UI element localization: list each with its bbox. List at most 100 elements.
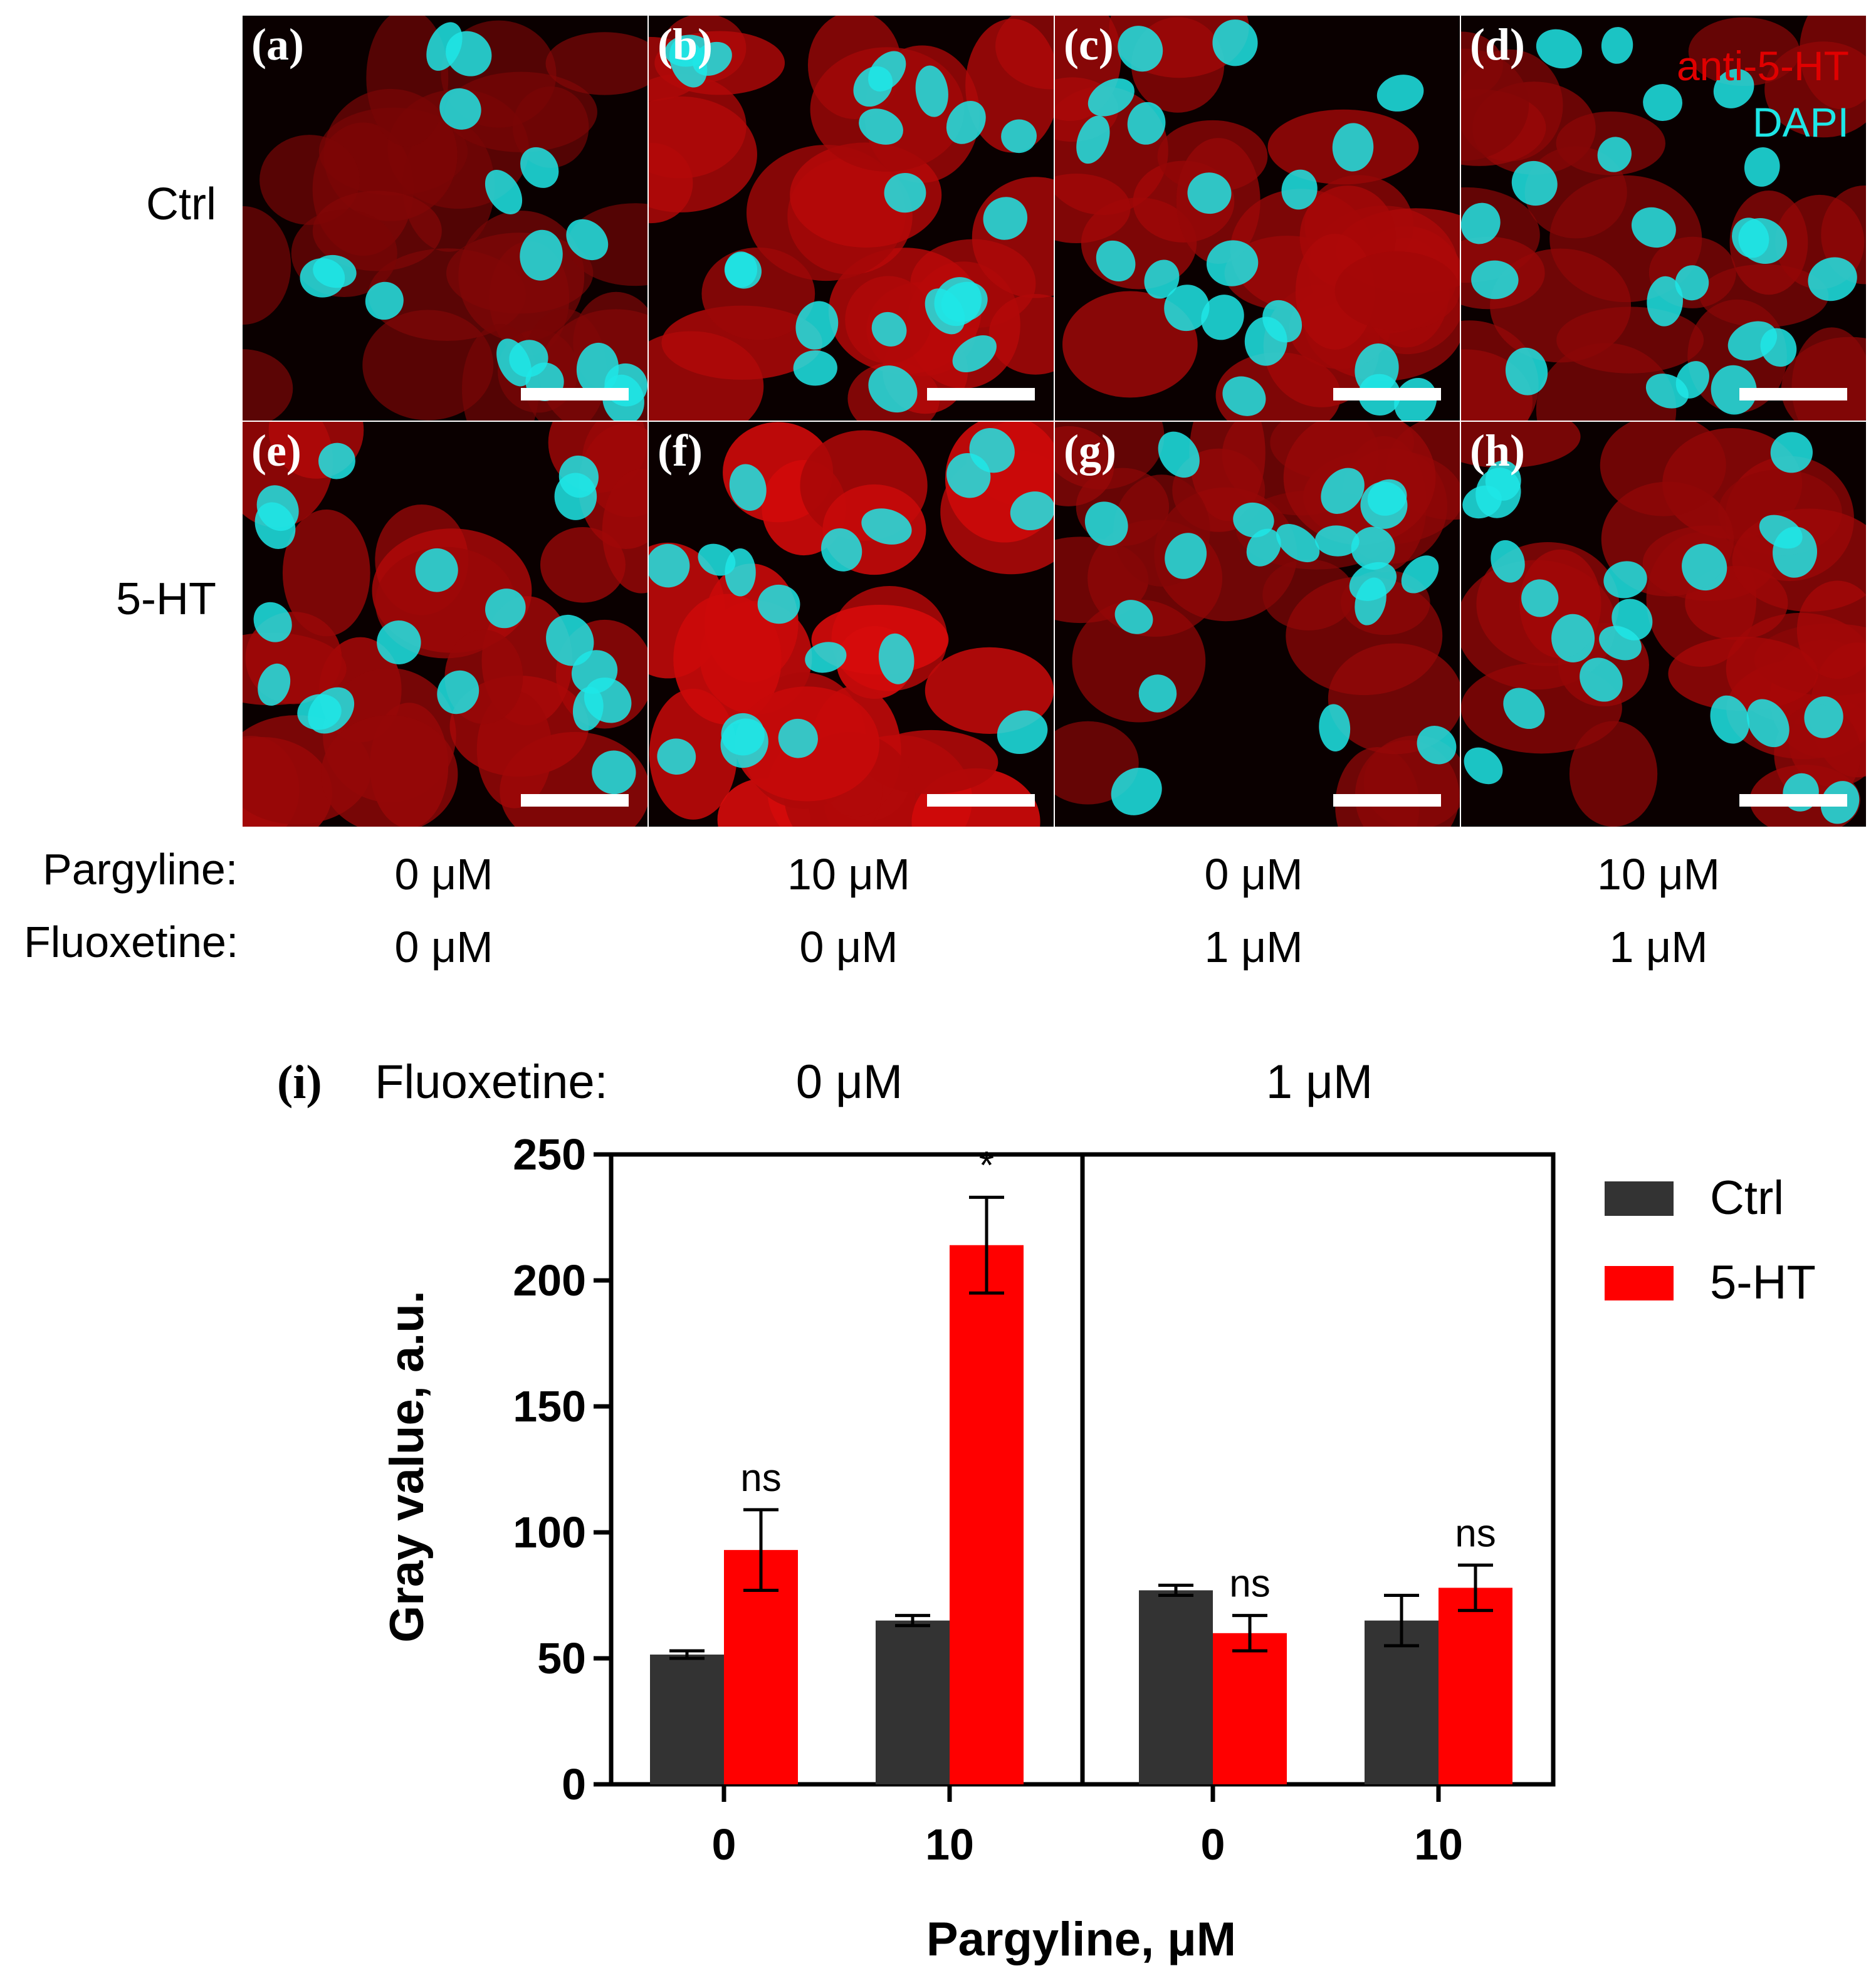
nucleus bbox=[1212, 19, 1258, 66]
bar-ctrl bbox=[1139, 1590, 1213, 1784]
nucleus bbox=[1087, 78, 1135, 117]
nucleus bbox=[1580, 657, 1623, 702]
nucleus bbox=[437, 670, 480, 714]
scale-bar bbox=[521, 388, 629, 400]
legend-swatch bbox=[1605, 1181, 1674, 1216]
nucleus bbox=[1351, 526, 1395, 570]
x-axis-title: Pargyline, μM bbox=[926, 1913, 1236, 1966]
micrograph-image bbox=[649, 422, 1054, 827]
nucleus bbox=[1746, 699, 1790, 748]
nucleus bbox=[485, 169, 523, 214]
legend-swatch bbox=[1605, 1266, 1674, 1300]
pargyline-value-4: 10 μM bbox=[1597, 850, 1720, 899]
legend-label: 5-HT bbox=[1710, 1256, 1816, 1309]
nucleus bbox=[1164, 285, 1210, 332]
nucleus bbox=[859, 108, 903, 145]
nucleus bbox=[308, 687, 355, 734]
nucleus bbox=[1732, 217, 1769, 258]
nucleus bbox=[1491, 540, 1525, 583]
scale-bar bbox=[1333, 388, 1441, 400]
nucleus bbox=[584, 677, 632, 723]
nucleus bbox=[1281, 169, 1318, 210]
nucleus bbox=[1503, 688, 1545, 730]
row-label-5ht: 5-HT bbox=[116, 574, 216, 624]
significance-label: ns bbox=[1229, 1562, 1270, 1606]
nucleus bbox=[1808, 257, 1857, 301]
nucleus bbox=[415, 548, 458, 592]
nucleus bbox=[254, 502, 296, 549]
nucleus bbox=[1804, 696, 1843, 738]
nucleus bbox=[1114, 600, 1153, 634]
row-label-ctrl: Ctrl bbox=[146, 179, 216, 229]
legend-label: Ctrl bbox=[1710, 1171, 1784, 1225]
fluoxetine-value-4: 1 μM bbox=[1609, 923, 1708, 971]
nucleus bbox=[1744, 147, 1780, 187]
x-tick-label: 0 bbox=[1201, 1820, 1225, 1869]
nucleus bbox=[1601, 27, 1633, 64]
fluoxetine-label: Fluoxetine: bbox=[24, 918, 239, 966]
nucleus bbox=[1246, 528, 1281, 567]
nucleus bbox=[1376, 75, 1424, 112]
bar-ctrl bbox=[1365, 1620, 1439, 1784]
pargyline-value-3: 0 μM bbox=[1204, 850, 1303, 899]
significance-label: ns bbox=[740, 1457, 781, 1500]
nucleus bbox=[1643, 84, 1683, 122]
group-header-label: Fluoxetine: bbox=[375, 1055, 608, 1109]
micrograph-image bbox=[243, 422, 647, 827]
nucleus bbox=[997, 710, 1048, 755]
nucleus bbox=[1349, 562, 1397, 601]
nucleus bbox=[757, 584, 800, 624]
panel-label: (h) bbox=[1470, 426, 1525, 476]
nucleus bbox=[861, 508, 912, 545]
panel-label: (f) bbox=[658, 426, 703, 476]
y-tick-label: 150 bbox=[513, 1382, 586, 1431]
nucleus bbox=[1713, 68, 1754, 108]
panel-label: (d) bbox=[1470, 19, 1525, 70]
nucleus bbox=[1551, 614, 1595, 662]
micrograph-image bbox=[1055, 16, 1460, 421]
nucleus bbox=[566, 219, 609, 261]
nucleus bbox=[546, 614, 594, 666]
nucleus bbox=[520, 147, 559, 188]
nucleus bbox=[805, 642, 847, 673]
nucleus bbox=[915, 65, 948, 117]
y-tick-label: 0 bbox=[562, 1760, 586, 1809]
nucleus bbox=[1462, 485, 1502, 519]
nucleus bbox=[1461, 202, 1501, 244]
nucleus bbox=[1727, 321, 1778, 361]
nucleus bbox=[1096, 240, 1136, 282]
nucleus bbox=[925, 288, 965, 335]
bar-ctrl bbox=[650, 1654, 724, 1784]
pargyline-value-2: 10 μM bbox=[787, 850, 910, 899]
nucleus bbox=[1158, 431, 1200, 478]
nucleus bbox=[1521, 579, 1559, 617]
nucleus bbox=[318, 442, 355, 479]
chart-body: 0 50 100 150 200 250 0 ns 10 * 0 ns 10 ns Ctrl 5-HT bbox=[513, 1130, 1816, 1869]
nucleus bbox=[698, 543, 736, 576]
nucleus bbox=[485, 589, 526, 629]
pargyline-value-1: 0 μM bbox=[394, 850, 493, 899]
nucleus bbox=[952, 335, 997, 373]
nucleus bbox=[1597, 137, 1632, 172]
nucleus bbox=[1511, 160, 1558, 206]
nucleus bbox=[821, 528, 862, 572]
chart-panel-label: (i) bbox=[277, 1056, 322, 1109]
x-tick-label: 0 bbox=[712, 1820, 736, 1869]
panel-label: (g) bbox=[1064, 426, 1116, 476]
nucleus bbox=[1355, 343, 1399, 395]
nucleus bbox=[946, 100, 986, 144]
nucleus bbox=[1010, 491, 1054, 531]
nucleus bbox=[871, 311, 907, 347]
group-header-1: 0 μM bbox=[796, 1055, 903, 1109]
scale-bar bbox=[521, 794, 629, 807]
nucleus bbox=[1612, 599, 1653, 641]
micrograph-image bbox=[1461, 422, 1866, 827]
scale-bar bbox=[927, 388, 1035, 400]
nucleus bbox=[1187, 172, 1232, 214]
micrograph-panel: (b) bbox=[649, 16, 1054, 421]
nucleus bbox=[1206, 240, 1259, 286]
micrograph-panel: (c) bbox=[1055, 16, 1460, 421]
nucleus bbox=[1138, 674, 1177, 713]
panel-label: (e) bbox=[251, 426, 301, 476]
y-tick-label: 250 bbox=[513, 1130, 586, 1179]
